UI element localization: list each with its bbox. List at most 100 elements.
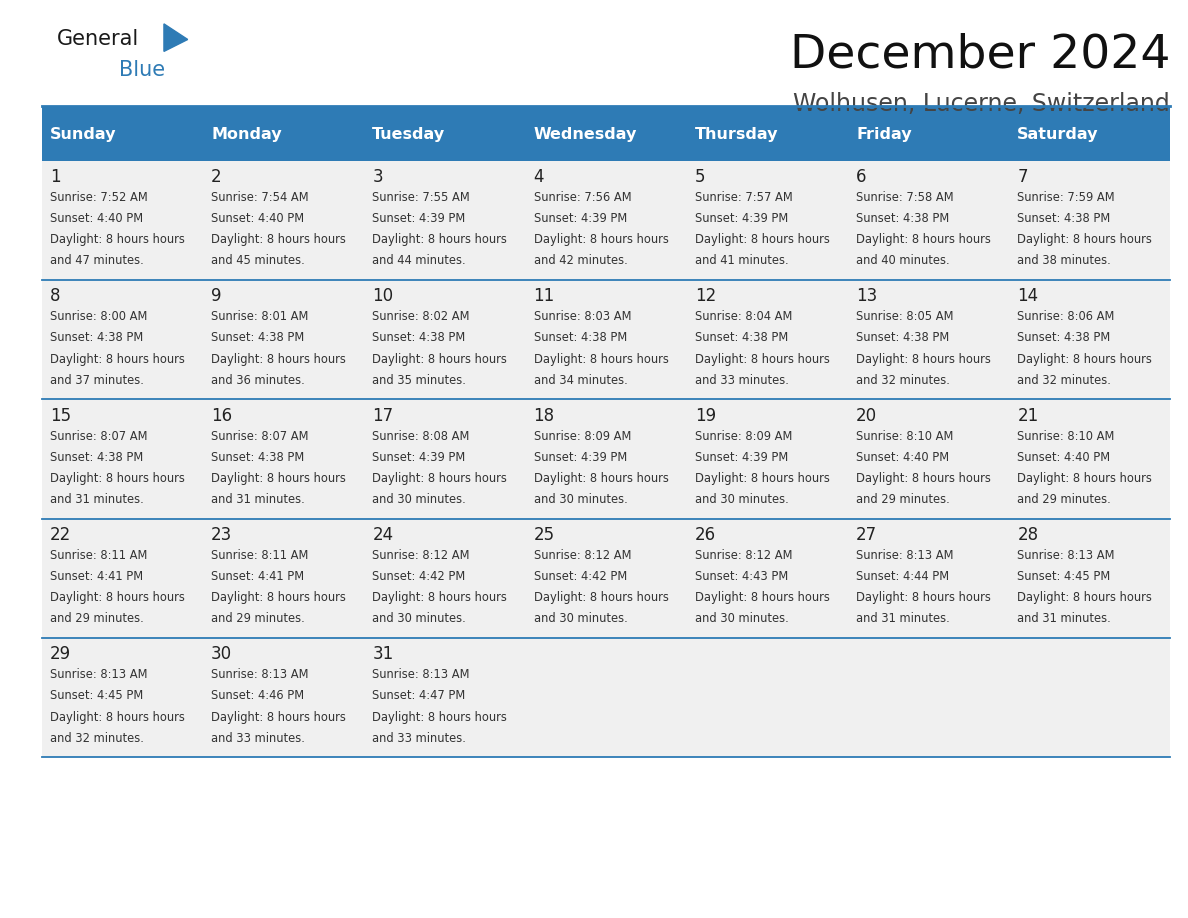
- Text: 5: 5: [695, 168, 706, 186]
- Text: 1: 1: [50, 168, 61, 186]
- Text: and 33 minutes.: and 33 minutes.: [695, 374, 789, 386]
- FancyBboxPatch shape: [848, 107, 1009, 161]
- Text: 26: 26: [695, 526, 716, 544]
- FancyBboxPatch shape: [687, 399, 848, 519]
- Text: Sunset: 4:40 PM: Sunset: 4:40 PM: [50, 212, 143, 225]
- Text: Sunset: 4:39 PM: Sunset: 4:39 PM: [533, 451, 627, 464]
- Text: Sunrise: 8:07 AM: Sunrise: 8:07 AM: [211, 430, 309, 442]
- Text: Sunrise: 8:09 AM: Sunrise: 8:09 AM: [533, 430, 631, 442]
- Text: Daylight: 8 hours hours: Daylight: 8 hours hours: [695, 233, 829, 246]
- Text: Sunrise: 8:06 AM: Sunrise: 8:06 AM: [1017, 310, 1114, 323]
- Text: and 37 minutes.: and 37 minutes.: [50, 374, 144, 386]
- Text: Sunset: 4:38 PM: Sunset: 4:38 PM: [211, 331, 304, 344]
- Text: and 30 minutes.: and 30 minutes.: [695, 612, 789, 625]
- FancyBboxPatch shape: [687, 161, 848, 280]
- FancyBboxPatch shape: [364, 280, 525, 399]
- FancyBboxPatch shape: [525, 161, 687, 280]
- FancyBboxPatch shape: [1009, 280, 1170, 399]
- Text: 21: 21: [1017, 407, 1038, 425]
- Text: 14: 14: [1017, 287, 1038, 306]
- Text: 12: 12: [695, 287, 716, 306]
- Text: Daylight: 8 hours hours: Daylight: 8 hours hours: [533, 353, 669, 365]
- FancyBboxPatch shape: [687, 519, 848, 638]
- Text: Sunset: 4:38 PM: Sunset: 4:38 PM: [1017, 212, 1111, 225]
- Text: Sunrise: 7:56 AM: Sunrise: 7:56 AM: [533, 191, 631, 204]
- Text: 6: 6: [857, 168, 866, 186]
- Text: Monday: Monday: [211, 127, 282, 141]
- Text: Daylight: 8 hours hours: Daylight: 8 hours hours: [372, 711, 507, 723]
- Text: 16: 16: [211, 407, 232, 425]
- Text: Sunset: 4:45 PM: Sunset: 4:45 PM: [1017, 570, 1111, 583]
- Text: 28: 28: [1017, 526, 1038, 544]
- Text: Daylight: 8 hours hours: Daylight: 8 hours hours: [857, 233, 991, 246]
- Text: Sunset: 4:38 PM: Sunset: 4:38 PM: [50, 451, 143, 464]
- Text: Sunday: Sunday: [50, 127, 116, 141]
- Text: 9: 9: [211, 287, 222, 306]
- Text: Daylight: 8 hours hours: Daylight: 8 hours hours: [1017, 233, 1152, 246]
- Text: Daylight: 8 hours hours: Daylight: 8 hours hours: [50, 353, 185, 365]
- Text: Daylight: 8 hours hours: Daylight: 8 hours hours: [695, 353, 829, 365]
- Text: Daylight: 8 hours hours: Daylight: 8 hours hours: [211, 711, 346, 723]
- FancyBboxPatch shape: [203, 519, 364, 638]
- FancyBboxPatch shape: [848, 519, 1009, 638]
- Text: and 30 minutes.: and 30 minutes.: [533, 493, 627, 506]
- FancyBboxPatch shape: [848, 280, 1009, 399]
- Text: Daylight: 8 hours hours: Daylight: 8 hours hours: [1017, 472, 1152, 485]
- Text: Sunset: 4:42 PM: Sunset: 4:42 PM: [372, 570, 466, 583]
- Text: Saturday: Saturday: [1017, 127, 1099, 141]
- Text: 29: 29: [50, 645, 71, 664]
- FancyBboxPatch shape: [364, 638, 525, 757]
- Text: and 31 minutes.: and 31 minutes.: [50, 493, 144, 506]
- Text: and 33 minutes.: and 33 minutes.: [211, 732, 305, 744]
- Text: and 34 minutes.: and 34 minutes.: [533, 374, 627, 386]
- Text: Sunset: 4:39 PM: Sunset: 4:39 PM: [372, 212, 466, 225]
- Text: 10: 10: [372, 287, 393, 306]
- Text: Sunset: 4:38 PM: Sunset: 4:38 PM: [533, 331, 627, 344]
- Text: Sunset: 4:40 PM: Sunset: 4:40 PM: [211, 212, 304, 225]
- FancyBboxPatch shape: [42, 161, 203, 280]
- FancyBboxPatch shape: [203, 399, 364, 519]
- Text: 25: 25: [533, 526, 555, 544]
- FancyBboxPatch shape: [42, 519, 203, 638]
- FancyBboxPatch shape: [42, 280, 203, 399]
- Text: Daylight: 8 hours hours: Daylight: 8 hours hours: [211, 472, 346, 485]
- Text: 23: 23: [211, 526, 233, 544]
- Text: Daylight: 8 hours hours: Daylight: 8 hours hours: [695, 591, 829, 604]
- Text: Sunset: 4:46 PM: Sunset: 4:46 PM: [211, 689, 304, 702]
- Text: Sunset: 4:38 PM: Sunset: 4:38 PM: [372, 331, 466, 344]
- FancyBboxPatch shape: [203, 107, 364, 161]
- FancyBboxPatch shape: [364, 519, 525, 638]
- Text: and 32 minutes.: and 32 minutes.: [1017, 374, 1111, 386]
- Text: Sunrise: 8:11 AM: Sunrise: 8:11 AM: [50, 549, 147, 562]
- FancyBboxPatch shape: [203, 280, 364, 399]
- Text: Sunrise: 8:13 AM: Sunrise: 8:13 AM: [1017, 549, 1114, 562]
- FancyBboxPatch shape: [1009, 519, 1170, 638]
- Text: General: General: [57, 29, 139, 50]
- Text: 7: 7: [1017, 168, 1028, 186]
- Text: Sunrise: 8:12 AM: Sunrise: 8:12 AM: [372, 549, 469, 562]
- Text: 18: 18: [533, 407, 555, 425]
- Text: Daylight: 8 hours hours: Daylight: 8 hours hours: [372, 472, 507, 485]
- Text: 20: 20: [857, 407, 877, 425]
- Text: 3: 3: [372, 168, 383, 186]
- Text: Sunset: 4:40 PM: Sunset: 4:40 PM: [1017, 451, 1111, 464]
- FancyBboxPatch shape: [1009, 161, 1170, 280]
- Text: Sunrise: 7:58 AM: Sunrise: 7:58 AM: [857, 191, 954, 204]
- Text: Sunrise: 7:57 AM: Sunrise: 7:57 AM: [695, 191, 792, 204]
- FancyBboxPatch shape: [42, 107, 203, 161]
- Text: 11: 11: [533, 287, 555, 306]
- Text: Sunrise: 8:04 AM: Sunrise: 8:04 AM: [695, 310, 792, 323]
- Text: Sunrise: 8:10 AM: Sunrise: 8:10 AM: [1017, 430, 1114, 442]
- Text: Sunrise: 8:08 AM: Sunrise: 8:08 AM: [372, 430, 469, 442]
- Text: and 30 minutes.: and 30 minutes.: [372, 493, 466, 506]
- FancyBboxPatch shape: [1009, 399, 1170, 519]
- Text: Daylight: 8 hours hours: Daylight: 8 hours hours: [695, 472, 829, 485]
- Text: and 44 minutes.: and 44 minutes.: [372, 254, 466, 267]
- Text: Sunrise: 7:59 AM: Sunrise: 7:59 AM: [1017, 191, 1114, 204]
- Text: and 38 minutes.: and 38 minutes.: [1017, 254, 1111, 267]
- Text: and 40 minutes.: and 40 minutes.: [857, 254, 949, 267]
- Text: and 30 minutes.: and 30 minutes.: [533, 612, 627, 625]
- Text: and 32 minutes.: and 32 minutes.: [857, 374, 950, 386]
- Text: 13: 13: [857, 287, 877, 306]
- Text: Sunset: 4:38 PM: Sunset: 4:38 PM: [857, 212, 949, 225]
